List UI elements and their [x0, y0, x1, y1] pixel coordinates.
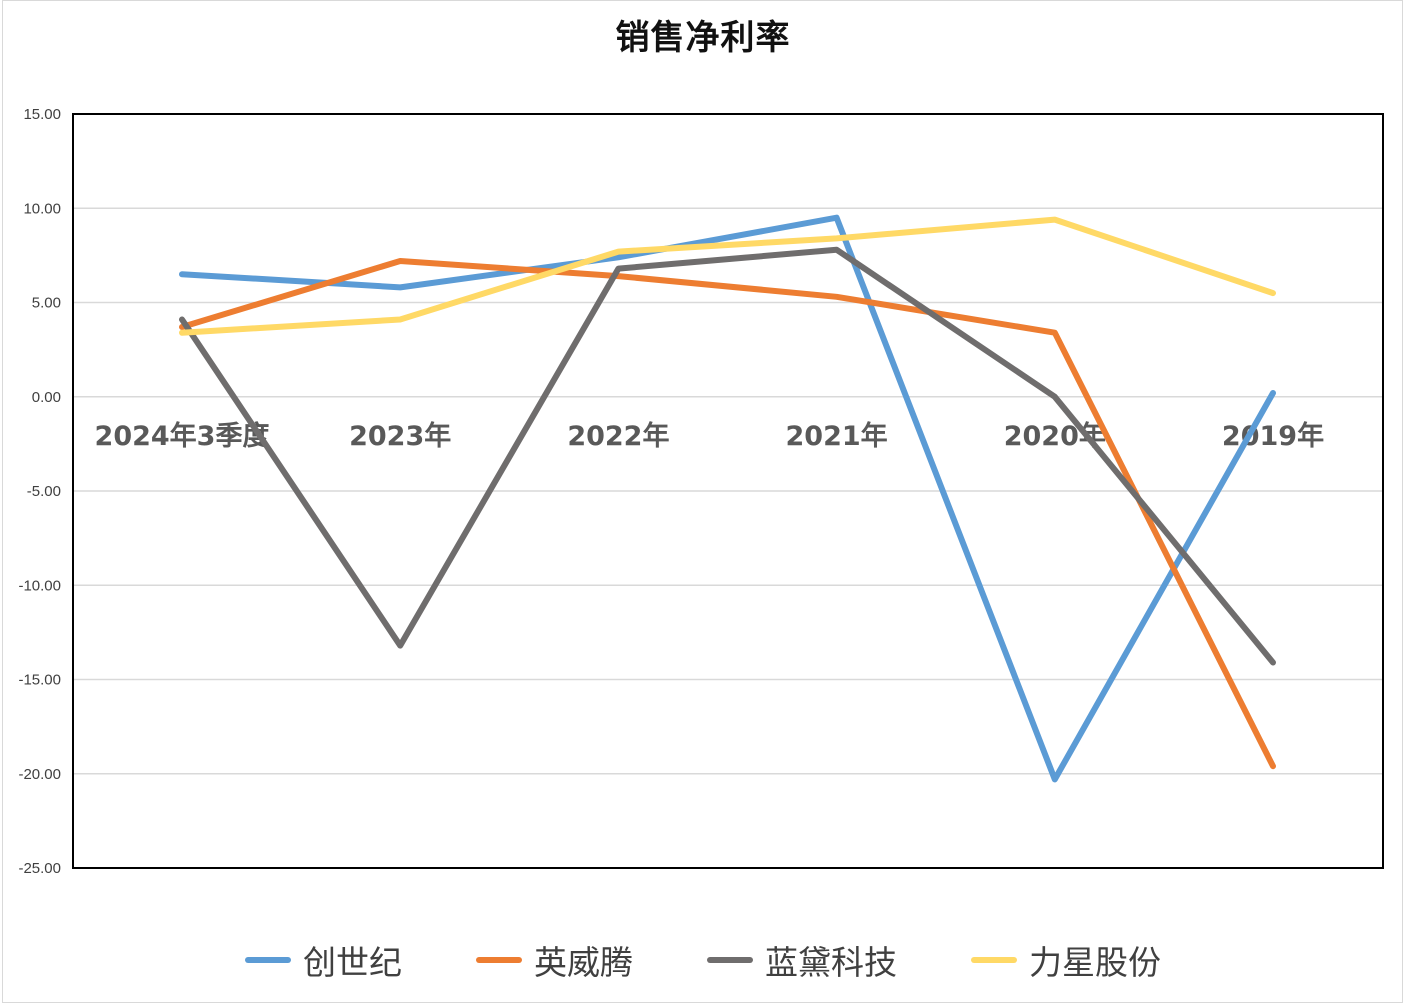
series-1-point: [1053, 778, 1056, 781]
legend-label: 蓝黛科技: [765, 943, 897, 982]
series-line-2: [179, 258, 1276, 770]
series-3-point: [617, 267, 620, 270]
y-tick-label: 5.00: [32, 295, 61, 312]
legend-label: 力星股份: [1029, 943, 1161, 982]
y-tick-label: -5.00: [27, 483, 61, 500]
series-line-1: [179, 214, 1276, 783]
y-tick-label: 15.00: [23, 106, 61, 123]
series-1-point: [1272, 391, 1274, 394]
y-tick-label: 0.00: [32, 389, 61, 406]
series-2-point: [617, 275, 620, 278]
series-1-point: [399, 286, 402, 289]
series-2-point: [399, 260, 402, 263]
series-4-point: [835, 237, 838, 240]
y-tick-label: -15.00: [18, 672, 61, 689]
series-3-point: [1053, 395, 1056, 398]
x-tick-label: 2019年: [1222, 420, 1324, 452]
y-tick-label: -20.00: [18, 766, 61, 783]
plot-area-border: [72, 113, 1384, 869]
series-4-point: [181, 331, 183, 334]
y-tick-label: -25.00: [18, 860, 61, 877]
legend-label: 创世纪: [303, 943, 402, 982]
legend-item-3: 蓝黛科技: [707, 936, 897, 984]
legend-swatch: [707, 957, 753, 963]
series-4-point: [1053, 218, 1056, 221]
legend-swatch: [245, 957, 291, 963]
legend-swatch: [476, 957, 522, 963]
legend-item-2: 英威腾: [476, 936, 633, 984]
x-tick-label: 2021年: [786, 420, 888, 452]
series-3-point: [835, 248, 838, 251]
series-2-point: [1272, 765, 1274, 768]
series-line-4: [179, 216, 1276, 336]
chart-title: 销售净利率: [615, 18, 791, 58]
series-3-point: [1272, 661, 1274, 664]
series-2-point: [835, 295, 838, 298]
x-tick-label: 2022年: [567, 420, 669, 452]
series-2-point: [1053, 331, 1056, 334]
legend-item-4: 力星股份: [971, 936, 1161, 984]
series-1-point: [617, 256, 620, 259]
series-2-point: [181, 326, 183, 329]
series-4-point: [617, 250, 620, 253]
series-3-point: [399, 644, 402, 647]
legend-swatch: [971, 957, 1017, 963]
series-4-point: [399, 318, 402, 321]
series-line-3: [179, 246, 1276, 666]
series-4-point: [1272, 292, 1274, 295]
legend-item-1: 创世纪: [245, 936, 402, 984]
x-tick-label: 2023年: [349, 420, 451, 452]
series-1-point: [181, 273, 183, 276]
y-tick-label: 10.00: [23, 200, 61, 217]
series-1-point: [835, 216, 838, 219]
legend-label: 英威腾: [534, 943, 633, 982]
series-3-point: [181, 318, 183, 321]
x-tick-label: 2024年3季度: [95, 420, 270, 452]
legend: 创世纪 英威腾 蓝黛科技 力星股份: [0, 935, 1406, 985]
y-tick-label: -10.00: [18, 577, 61, 594]
